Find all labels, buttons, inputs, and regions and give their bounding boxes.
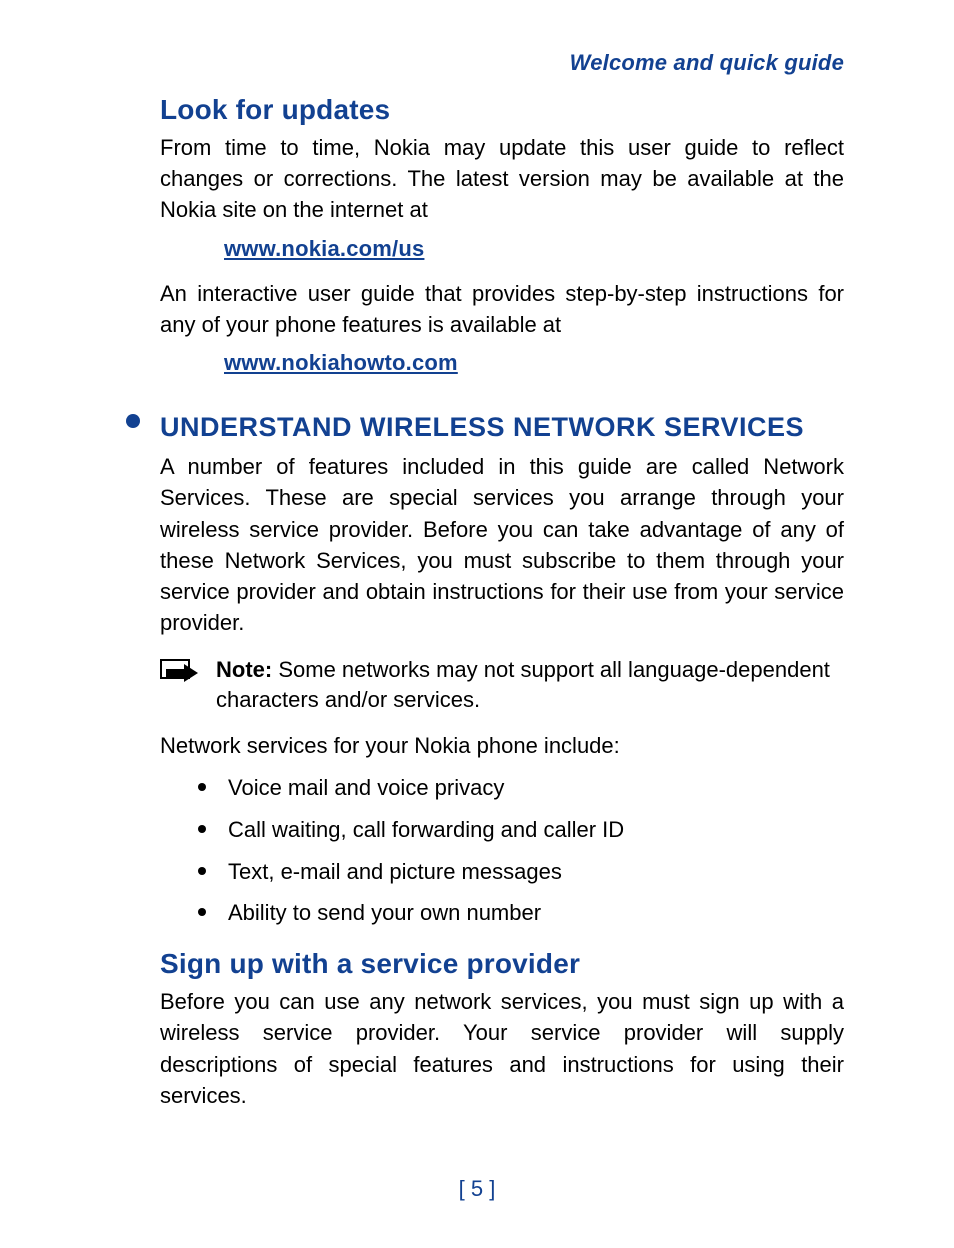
chapter-header: Welcome and quick guide [160, 50, 844, 76]
paragraph-understand-1: A number of features included in this gu… [160, 451, 844, 638]
heading-look-for-updates: Look for updates [160, 94, 844, 126]
paragraph-services-intro: Network services for your Nokia phone in… [160, 730, 844, 761]
heading-sign-up: Sign up with a service provider [160, 948, 844, 980]
link-row-nokiahowto: www.nokiahowto.com [224, 350, 844, 376]
section-understand: UNDERSTAND WIRELESS NETWORK SERVICES [160, 412, 844, 443]
paragraph-updates-2: An interactive user guide that provides … [160, 278, 844, 340]
note-arrow-icon [160, 655, 216, 692]
note-text: Note: Some networks may not support all … [216, 655, 844, 717]
document-page: Welcome and quick guide Look for updates… [0, 0, 954, 1248]
link-nokiahowto[interactable]: www.nokiahowto.com [224, 350, 458, 375]
section-bullet-icon [126, 414, 140, 428]
list-item: Voice mail and voice privacy [190, 773, 844, 803]
list-item: Call waiting, call forwarding and caller… [190, 815, 844, 845]
heading-understand: UNDERSTAND WIRELESS NETWORK SERVICES [160, 412, 844, 443]
link-nokia-us[interactable]: www.nokia.com/us [224, 236, 424, 261]
paragraph-updates-1: From time to time, Nokia may update this… [160, 132, 844, 226]
link-row-nokia-us: www.nokia.com/us [224, 236, 844, 262]
list-item: Text, e-mail and picture messages [190, 857, 844, 887]
note-block: Note: Some networks may not support all … [160, 655, 844, 717]
page-number: [ 5 ] [0, 1176, 954, 1202]
note-label: Note: [216, 657, 272, 682]
note-body: Some networks may not support all langua… [216, 657, 830, 713]
paragraph-sign-up: Before you can use any network services,… [160, 986, 844, 1111]
services-list: Voice mail and voice privacy Call waitin… [190, 773, 844, 928]
list-item: Ability to send your own number [190, 898, 844, 928]
